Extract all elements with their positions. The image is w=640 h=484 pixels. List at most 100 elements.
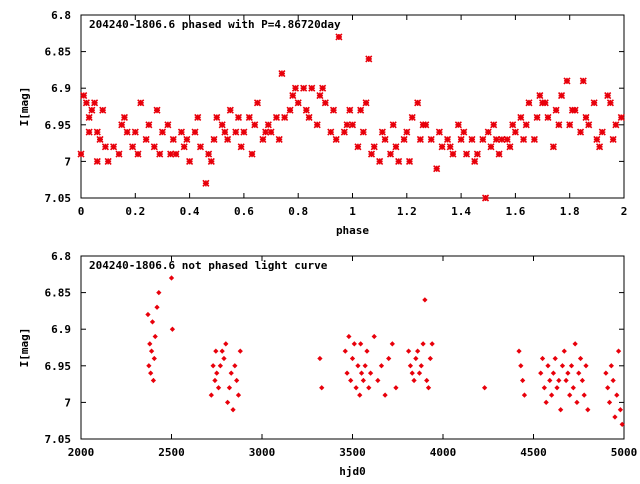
unphased-plot-data-point xyxy=(150,377,157,384)
phased-plot-data-point xyxy=(471,157,479,165)
unphased-plot-data-point xyxy=(366,385,372,391)
unphased-plot-data-point xyxy=(217,363,223,369)
unphased-plot-data-point xyxy=(583,363,589,369)
phased-plot-data-point xyxy=(313,121,321,129)
phased-plot-data-point xyxy=(468,135,476,144)
unphased-plot-data-point xyxy=(585,407,591,413)
phased-plot-data-point xyxy=(221,128,229,136)
unphased-plot-data-point xyxy=(614,392,620,398)
unphased-plot-data-point xyxy=(427,355,433,362)
unphased-plot-data-point xyxy=(550,370,557,376)
phased-plot-data-point xyxy=(85,128,93,136)
phased-plot-data-point xyxy=(522,121,530,129)
phased-plot-data-point xyxy=(555,121,563,129)
unphased-plot-data-point xyxy=(579,377,585,384)
unphased-plot-points xyxy=(145,275,625,427)
phased-plot-data-point xyxy=(142,135,150,144)
phased-plot-ytick-label: 7.05 xyxy=(45,192,72,205)
unphased-plot-data-point xyxy=(146,363,152,369)
phased-plot-data-point xyxy=(278,69,286,78)
phased-plot-data-point xyxy=(104,157,112,165)
phased-plot-data-point xyxy=(506,143,514,151)
unphased-plot-ytick-label: 7.05 xyxy=(45,433,72,446)
unphased-plot-data-point xyxy=(351,341,357,347)
unphased-plot-data-point xyxy=(156,289,162,296)
unphased-plot-data-point xyxy=(389,341,395,347)
phased-plot-data-point xyxy=(253,99,262,107)
unphased-plot-ticks: 2000 2500 3000 3500 4000 4500 5000 6.8 6.85 6.9 6.… xyxy=(45,250,638,459)
phased-plot-data-point xyxy=(210,135,218,144)
phased-plot-xtick-label: 1.2 xyxy=(397,205,417,218)
phased-plot-data-point xyxy=(329,106,338,114)
phased-plot-data-point xyxy=(300,84,308,92)
phased-plot-points xyxy=(77,33,625,202)
phased-plot-data-point xyxy=(145,121,153,129)
unphased-plot-data-point xyxy=(570,385,576,391)
phased-plot-data-point xyxy=(281,113,289,122)
unphased-plot-data-point xyxy=(235,392,242,398)
unphased-plot-data-point xyxy=(230,407,236,413)
unphased-plot-xtick-label: 4500 xyxy=(520,446,547,459)
unphased-plot-data-point xyxy=(149,319,156,325)
phased-plot-data-point xyxy=(484,128,492,136)
unphased-plot-data-point xyxy=(577,355,584,362)
unphased-plot-data-point xyxy=(371,333,377,340)
unphased-plot-data-point xyxy=(382,392,388,398)
phased-plot-data-point xyxy=(604,91,612,100)
unphased-plot-data-point xyxy=(543,399,549,406)
unphased-plot-xlabel: hjd0 xyxy=(339,465,366,478)
phased-plot-data-point xyxy=(395,157,403,165)
unphased-plot-data-point xyxy=(223,341,229,347)
phased-plot-data-point xyxy=(205,150,213,158)
unphased-plot-data-point xyxy=(603,370,609,376)
unphased-plot-ytick-label: 6.95 xyxy=(45,360,72,373)
phased-plot-ytick-label: 6.95 xyxy=(45,119,72,132)
unphased-plot-data-point xyxy=(226,385,233,391)
phased-plot-data-point xyxy=(593,135,601,144)
phased-plot-data-point xyxy=(101,143,110,151)
unphased-plot-data-point xyxy=(219,348,225,354)
phased-plot-data-point xyxy=(400,135,408,144)
phased-plot-data-point xyxy=(321,99,329,107)
phased-plot-data-point xyxy=(80,91,88,100)
unphased-plot-ytick-label: 6.8 xyxy=(51,250,71,263)
phased-plot-xlabel: phase xyxy=(336,224,369,237)
unphased-plot-data-point xyxy=(563,377,569,384)
phased-plot-ytick-label: 6.85 xyxy=(45,46,72,59)
phased-plot-data-point xyxy=(218,121,226,129)
unphased-plot-data-point xyxy=(518,363,524,369)
phased-plot-data-point xyxy=(403,128,411,136)
unphased-plot-data-point xyxy=(215,385,222,391)
phased-plot-title: 204240-1806.6 phased with P=4.86720day xyxy=(89,18,341,31)
phased-plot-xtick-label: 0.2 xyxy=(125,205,145,218)
phased-plot-xtick-label: 0.8 xyxy=(288,205,308,218)
phased-plot-data-point xyxy=(495,150,503,158)
unphased-plot-data-point xyxy=(606,399,613,406)
phased-plot-data-point xyxy=(248,150,256,158)
unphased-plot-data-point xyxy=(612,414,618,420)
unphased-plot-data-point xyxy=(224,399,231,406)
phased-plot-data-point xyxy=(576,128,585,136)
phased-plot-data-point xyxy=(473,150,481,158)
unphased-plot-data-point xyxy=(425,385,432,391)
unphased-plot-data-point xyxy=(317,355,323,362)
phased-plot-frame xyxy=(80,14,625,199)
phased-plot-data-point xyxy=(481,194,490,202)
phased-plot-data-point xyxy=(118,121,126,129)
unphased-plot-data-point xyxy=(416,370,423,376)
phased-plot-xtick-label: 1 xyxy=(349,205,356,218)
unphased-plot-ytick-label: 6.85 xyxy=(45,287,72,300)
phased-plot-data-point xyxy=(541,99,549,107)
unphased-plot-data-point xyxy=(608,363,614,369)
unphased-plot: 204240-1806.6 not phased light curve hjd… xyxy=(18,250,637,478)
phased-plot-data-point xyxy=(196,143,205,151)
phased-plot-data-point xyxy=(319,84,327,92)
phased-plot-xtick-label: 0.4 xyxy=(180,205,200,218)
unphased-plot-data-point xyxy=(360,377,366,384)
phased-plot-ytick-label: 6.8 xyxy=(51,9,71,22)
unphased-plot-xtick-label: 2500 xyxy=(158,446,185,459)
unphased-plot-data-point xyxy=(565,370,571,376)
phased-plot-data-point xyxy=(251,121,259,129)
phased-plot-data-point xyxy=(598,128,606,136)
